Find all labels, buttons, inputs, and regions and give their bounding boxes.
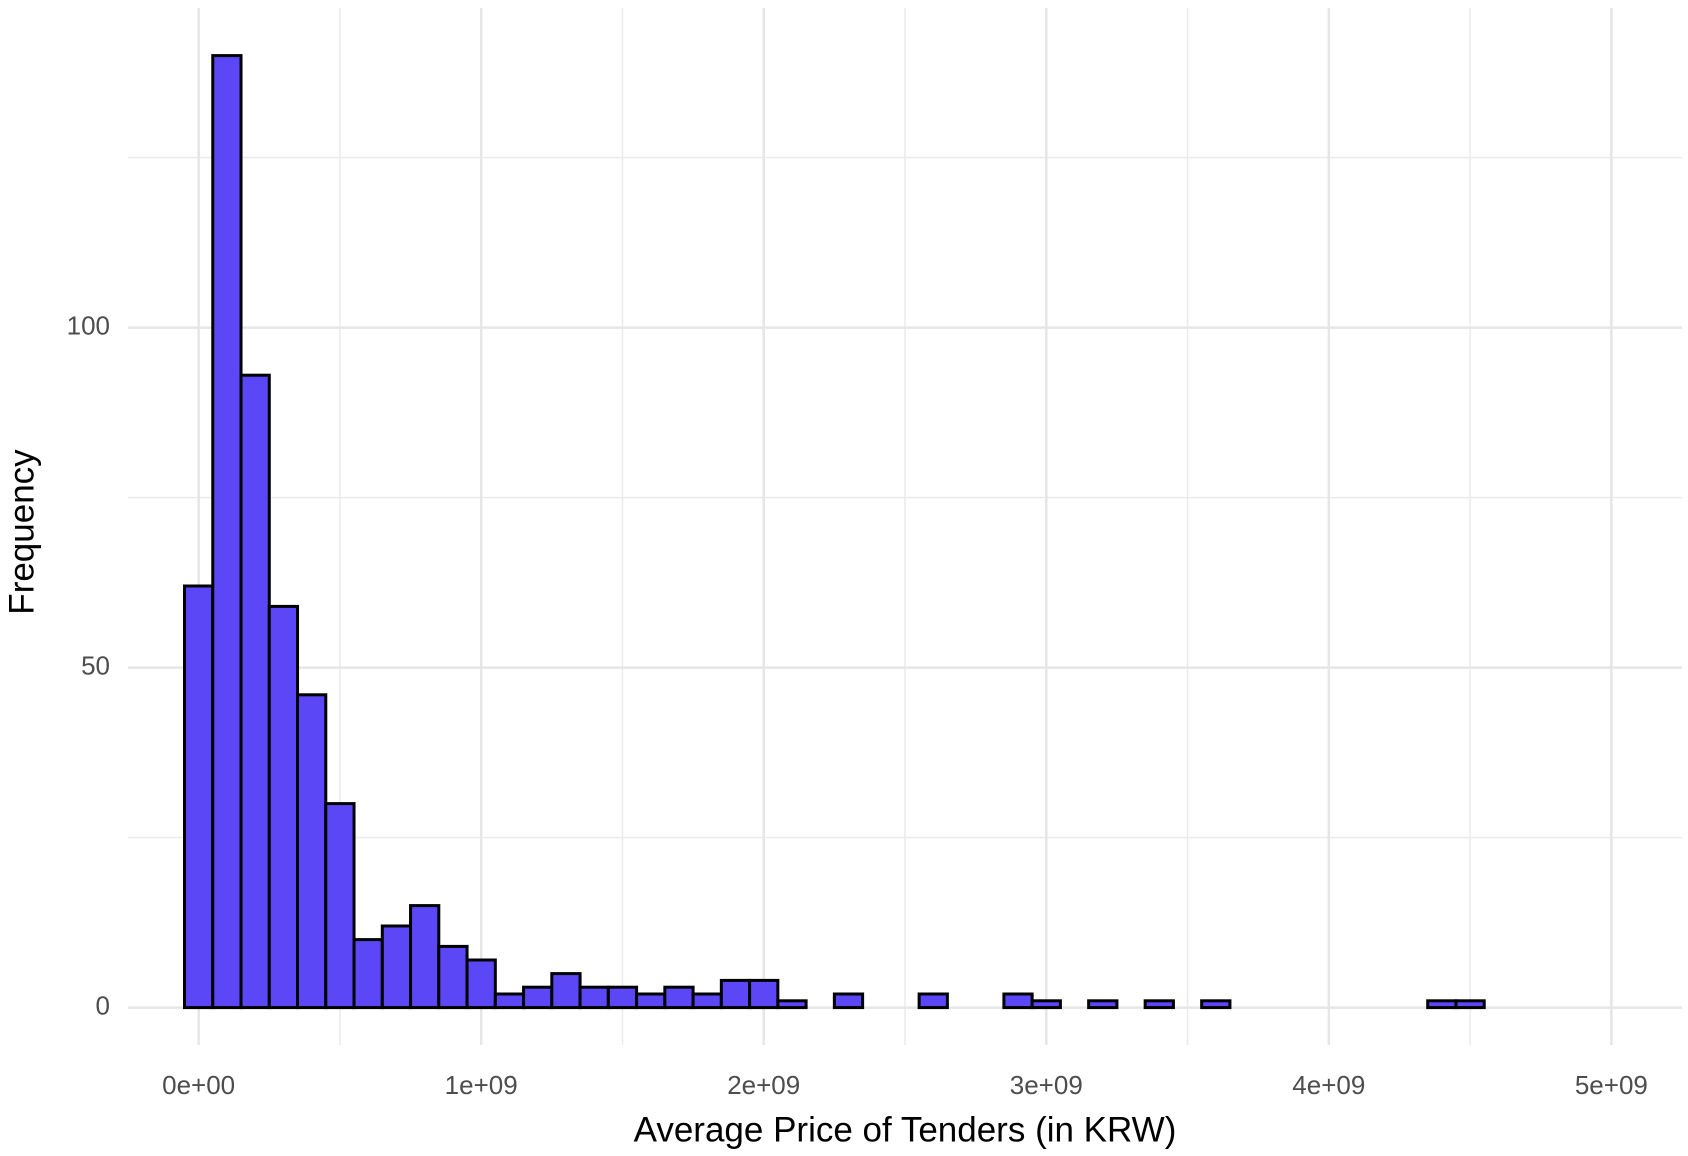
x-tick-label: 5e+09: [1575, 1070, 1648, 1100]
bar: [635, 992, 667, 1010]
x-tick-label: 1e+09: [445, 1070, 518, 1100]
bar: [352, 938, 384, 1010]
bar: [1002, 992, 1034, 1010]
bar: [663, 985, 695, 1010]
bar: [380, 924, 413, 1010]
bar: [183, 584, 215, 1010]
bar: [1087, 999, 1119, 1010]
bar: [691, 992, 723, 1010]
y-axis-title: Frequency: [2, 449, 41, 615]
bar: [1454, 999, 1486, 1010]
bar: [578, 985, 610, 1010]
bar: [832, 992, 865, 1010]
bar: [324, 802, 356, 1010]
y-tick-label: 0: [96, 990, 110, 1020]
x-tick-label: 4e+09: [1292, 1070, 1365, 1100]
bar: [1030, 999, 1062, 1010]
bar: [437, 944, 469, 1010]
bar: [465, 958, 497, 1010]
bar: [1143, 999, 1175, 1010]
bar: [239, 373, 271, 1010]
bar: [1200, 999, 1232, 1010]
y-tick-label: 50: [81, 650, 110, 680]
bar: [493, 992, 526, 1010]
bar: [522, 985, 554, 1010]
bar: [776, 999, 808, 1010]
bar: [409, 904, 441, 1010]
x-tick-label: 0e+00: [162, 1070, 235, 1100]
bar: [296, 693, 328, 1010]
bar: [550, 972, 582, 1010]
x-tick-label: 3e+09: [1010, 1070, 1083, 1100]
y-tick-label: 100: [67, 310, 110, 340]
bar: [267, 604, 300, 1010]
x-axis-title: Average Price of Tenders (in KRW): [634, 1110, 1177, 1149]
bar: [917, 992, 949, 1010]
bar: [606, 985, 639, 1010]
bar: [211, 54, 243, 1010]
bar: [719, 978, 752, 1010]
bar: [1426, 999, 1458, 1010]
x-tick-label: 2e+09: [727, 1070, 800, 1100]
bar: [748, 978, 780, 1010]
